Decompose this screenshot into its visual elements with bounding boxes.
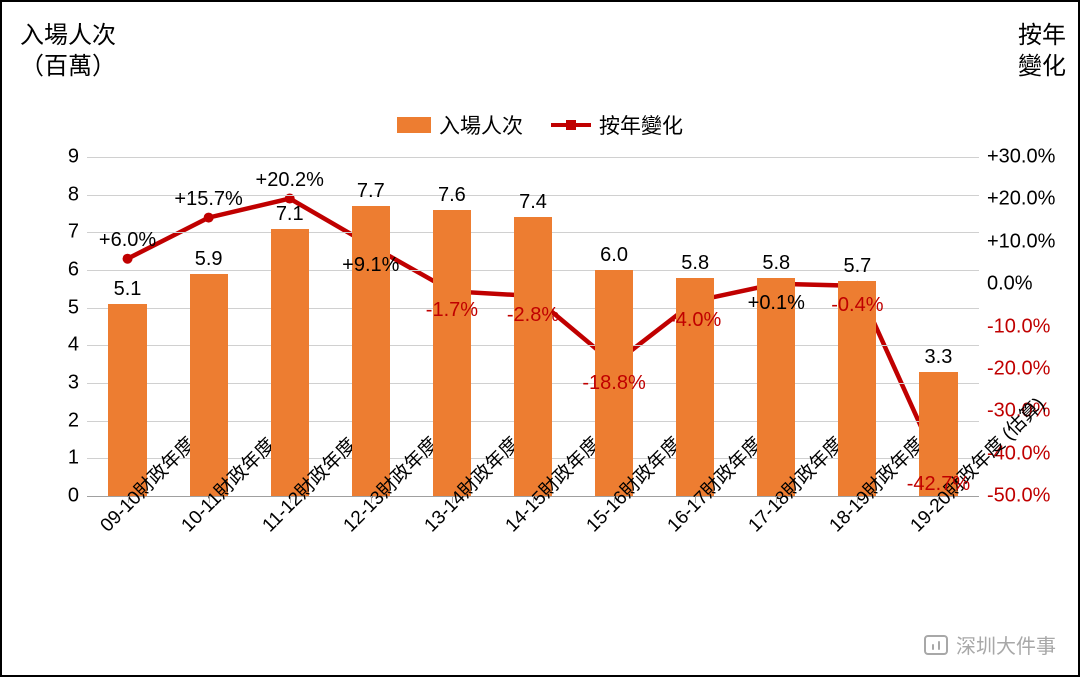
x-tick-mark [209, 496, 210, 503]
left-axis-title-l1: 入場人次 [20, 20, 116, 51]
bar [433, 210, 471, 496]
legend-item-line: 按年變化 [551, 110, 683, 140]
bar [190, 274, 228, 496]
right-axis-title-l2: 變化 [1018, 51, 1066, 82]
y-left-tick: 6 [68, 259, 87, 282]
right-axis-title-l1: 按年 [1018, 20, 1066, 51]
y-right-tick: +10.0% [979, 230, 1055, 253]
bar-value-label: 6.0 [584, 244, 644, 267]
y-right-tick: +20.0% [979, 188, 1055, 211]
pct-label: +9.1% [342, 254, 399, 277]
y-left-tick: 7 [68, 221, 87, 244]
plot-area: 0123456789-50.0%-40.0%-30.0%-20.0%-10.0%… [87, 157, 979, 497]
y-left-tick: 2 [68, 409, 87, 432]
left-axis-title-l2: （百萬） [20, 51, 116, 82]
bar-value-label: 5.8 [665, 252, 725, 275]
y-right-tick: +30.0% [979, 146, 1055, 169]
x-tick-mark [533, 496, 534, 503]
bar-value-label: 5.7 [827, 255, 887, 278]
bar [271, 229, 309, 496]
pct-label: -0.4% [831, 294, 883, 317]
y-left-tick: 9 [68, 146, 87, 169]
chart-container: 入場人次 （百萬） 按年 變化 入場人次 按年變化 0123456789-50.… [0, 0, 1080, 677]
y-right-tick: -20.0% [979, 357, 1050, 380]
legend: 入場人次 按年變化 [397, 110, 683, 140]
watermark-text: 深圳大件事 [956, 630, 1056, 659]
y-left-tick: 3 [68, 372, 87, 395]
y-left-tick: 5 [68, 296, 87, 319]
watermark: 深圳大件事 [924, 630, 1056, 659]
pct-label: -18.8% [582, 372, 645, 395]
x-tick-mark [857, 496, 858, 503]
x-tick-mark [128, 496, 129, 503]
y-right-tick: -50.0% [979, 485, 1050, 508]
y-right-tick: -10.0% [979, 315, 1050, 338]
bar-swatch-icon [397, 117, 431, 133]
y-right-tick: 0.0% [979, 273, 1033, 296]
pct-label: +0.1% [748, 292, 805, 315]
legend-bar-label: 入場人次 [439, 110, 523, 140]
x-tick-mark [776, 496, 777, 503]
pct-label: +15.7% [174, 188, 242, 211]
gridline [87, 157, 979, 158]
x-tick-mark [938, 496, 939, 503]
y-left-tick: 8 [68, 183, 87, 206]
legend-line-label: 按年變化 [599, 110, 683, 140]
bar-value-label: 3.3 [908, 346, 968, 369]
bar-value-label: 5.1 [98, 278, 158, 301]
bar-value-label: 7.1 [260, 203, 320, 226]
x-tick-mark [452, 496, 453, 503]
x-tick-mark [695, 496, 696, 503]
pct-label: +6.0% [99, 229, 156, 252]
bar-value-label: 7.4 [503, 191, 563, 214]
left-axis-title: 入場人次 （百萬） [20, 20, 116, 82]
x-tick-mark [614, 496, 615, 503]
pct-label: +20.2% [256, 169, 324, 192]
bar-value-label: 7.6 [422, 184, 482, 207]
pct-label: -2.8% [507, 304, 559, 327]
legend-item-bar: 入場人次 [397, 110, 523, 140]
pct-label: -1.7% [426, 299, 478, 322]
bar-value-label: 5.8 [746, 252, 806, 275]
pct-label: -4.0% [669, 309, 721, 332]
y-left-tick: 4 [68, 334, 87, 357]
pct-label: -42.7% [907, 473, 970, 496]
bar [108, 304, 146, 496]
x-tick-mark [371, 496, 372, 503]
bar-value-label: 5.9 [179, 248, 239, 271]
line-swatch-icon [551, 123, 591, 128]
y-left-tick: 0 [68, 485, 87, 508]
x-tick-mark [290, 496, 291, 503]
line-marker [204, 213, 214, 223]
wechat-icon [924, 635, 948, 655]
line-marker [123, 254, 133, 264]
right-axis-title: 按年 變化 [1018, 20, 1066, 82]
bar-value-label: 7.7 [341, 180, 401, 203]
bar [352, 206, 390, 496]
y-left-tick: 1 [68, 447, 87, 470]
bar [514, 217, 552, 496]
